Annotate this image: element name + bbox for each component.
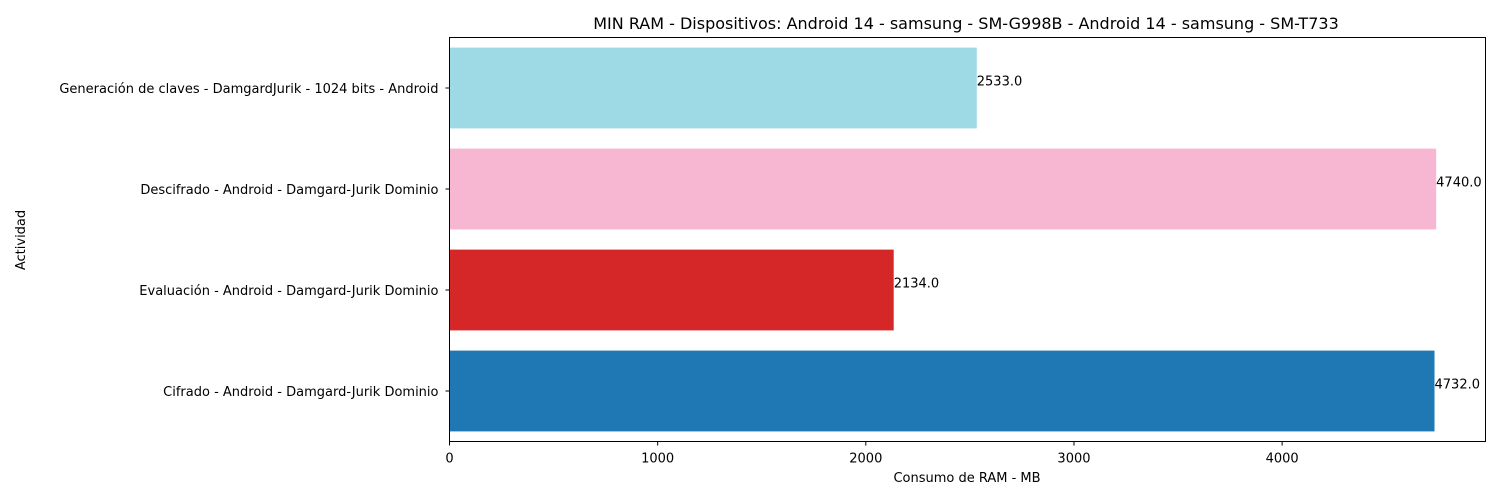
x-tick-label-4: 3000 xyxy=(1057,452,1090,467)
bar-value-label-3: 2134.0 xyxy=(894,277,940,292)
bar-4 xyxy=(449,350,1435,432)
bar-value-label-2: 4740.0 xyxy=(1436,176,1482,191)
y-tick-label-1: Generación de claves - DamgardJurik - 10… xyxy=(59,82,438,97)
bar-value-label-4: 4732.0 xyxy=(1435,378,1481,393)
bar-1 xyxy=(449,47,977,129)
bar-value-label-1: 2533.0 xyxy=(977,75,1023,90)
x-tick-label-5: 4000 xyxy=(1266,452,1299,467)
bar-3 xyxy=(449,249,894,331)
chart-title: MIN RAM - Dispositivos: Android 14 - sam… xyxy=(593,14,1339,33)
x-ticks: 0 1000 2000 3000 4000 xyxy=(445,441,1299,467)
bar-2 xyxy=(449,148,1437,230)
y-tick-label-2: Descifrado - Android - Damgard-Jurik Dom… xyxy=(140,183,438,198)
y-tick-label-4: Cifrado - Android - Damgard-Jurik Domini… xyxy=(163,385,438,400)
x-tick-label-3: 2000 xyxy=(849,452,882,467)
y-axis-title: Actividad xyxy=(14,210,29,270)
plot-frame xyxy=(449,37,1486,442)
x-tick-label-1: 0 xyxy=(445,452,453,467)
x-axis-title: Consumo de RAM - MB xyxy=(893,471,1040,486)
y-tick-label-3: Evaluación - Android - Damgard-Jurik Dom… xyxy=(139,284,438,299)
x-tick-label-2: 1000 xyxy=(641,452,674,467)
bars-group: 2533.0 4740.0 2134.0 4732.0 xyxy=(449,47,1482,432)
category-labels: Generación de claves - DamgardJurik - 10… xyxy=(59,82,450,400)
